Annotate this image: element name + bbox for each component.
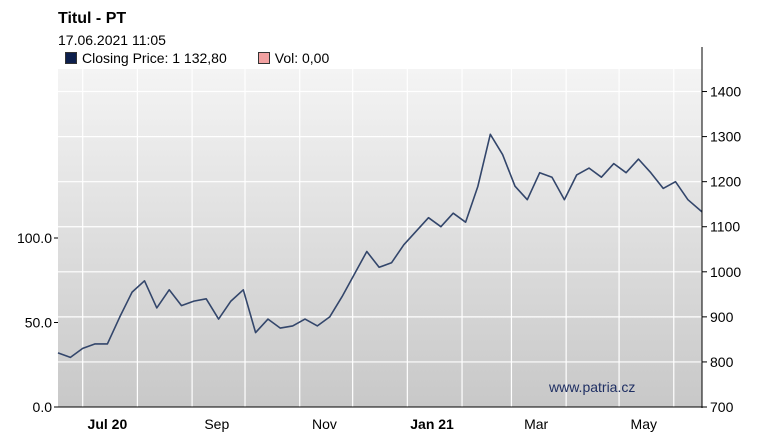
plot-area xyxy=(58,69,702,407)
time-tick-label: May xyxy=(631,416,657,432)
chart-title: Titul - PT xyxy=(58,10,127,27)
price-axis: 1400 1300 1200 1100 1000 900 800 700 xyxy=(702,84,741,415)
time-tick-label: Nov xyxy=(312,416,337,432)
legend-item-volume: Vol: 0,00 xyxy=(257,50,330,66)
price-tick-label: 1400 xyxy=(710,84,741,100)
volume-tick-label: 0.0 xyxy=(33,399,53,415)
time-tick-label: Sep xyxy=(204,416,229,432)
price-tick-label: 900 xyxy=(710,309,734,325)
volume-swatch xyxy=(257,52,270,64)
chart-timestamp: 17.06.2021 11:05 xyxy=(58,32,166,48)
closing-price-line xyxy=(57,133,703,359)
time-tick-label: Jul 20 xyxy=(88,416,128,432)
legend-label-closing-price: Closing Price: 1 132,80 xyxy=(82,50,227,66)
volume-axis: 100.0 50.0 0.0 xyxy=(17,230,58,415)
volume-tick-label: 50.0 xyxy=(25,315,52,331)
closing-price-swatch xyxy=(65,52,77,64)
watermark: www.patria.cz xyxy=(548,379,635,395)
legend-label-volume: Vol: 0,00 xyxy=(274,50,330,66)
price-tick-label: 700 xyxy=(710,399,734,415)
price-tick-label: 1300 xyxy=(710,129,741,145)
volume-tick-label: 100.0 xyxy=(17,230,52,246)
time-axis: Jul 20 Sep Nov Jan 21 Mar May xyxy=(88,416,657,432)
price-tick-label: 1200 xyxy=(710,174,741,190)
time-tick-label: Mar xyxy=(524,416,548,432)
price-tick-label: 800 xyxy=(710,354,734,370)
legend-item-closing-price: Closing Price: 1 132,80 xyxy=(65,50,227,66)
time-tick-label: Jan 21 xyxy=(410,416,454,432)
price-tick-label: 1100 xyxy=(710,219,740,235)
price-tick-label: 1000 xyxy=(710,264,741,280)
grid-lines xyxy=(58,69,702,407)
chart-legend: Closing Price: 1 132,80 Vol: 0,00 xyxy=(58,47,702,69)
